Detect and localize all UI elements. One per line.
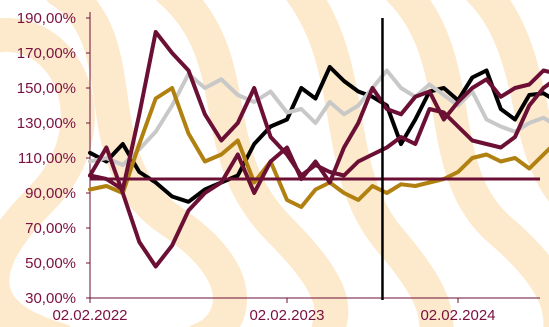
x-tick-label: 02.02.2022 — [52, 307, 127, 324]
x-tick-label: 02.02.2023 — [249, 307, 324, 324]
background-stripe — [156, 0, 349, 327]
background-stripe — [386, 0, 549, 327]
x-tick-label: 02.02.2024 — [420, 307, 495, 324]
y-tick-label: 130,00% — [17, 115, 76, 132]
series-line-3 — [88, 86, 549, 209]
background-stripe — [466, 0, 549, 201]
series-line-5 — [88, 68, 549, 269]
y-tick-label: 150,00% — [17, 80, 76, 97]
background-stripe — [286, 0, 454, 327]
y-tick-label: 90,00% — [25, 185, 76, 202]
background-stripe — [0, 18, 95, 327]
y-tick-label: 70,00% — [25, 220, 76, 237]
series-group — [88, 30, 549, 269]
y-tick-label: 110,00% — [18, 150, 76, 167]
series-line-1 — [88, 65, 549, 204]
y-tick-label: 170,00% — [17, 45, 76, 62]
y-tick-label: 190,00% — [17, 10, 76, 27]
series-line-4 — [88, 30, 549, 192]
tick-labels: 30,00% 50,00% 70,00% 90,00% 110,00% 130,00% 15… — [17, 10, 496, 324]
background-stripe — [46, 0, 247, 327]
reference-lines — [90, 18, 540, 300]
y-tick-label: 50,00% — [25, 255, 76, 272]
y-tick-label: 30,00% — [25, 290, 76, 307]
